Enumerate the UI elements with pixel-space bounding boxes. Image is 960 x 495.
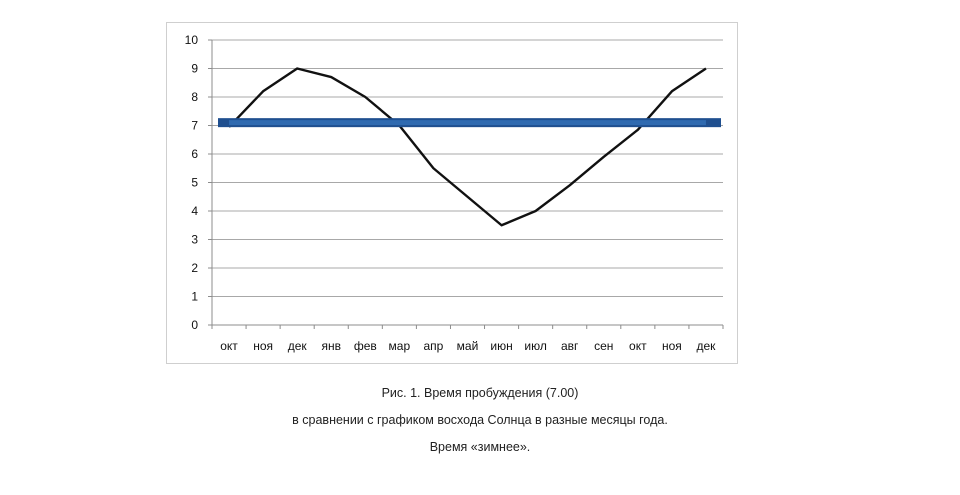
y-tick-label: 2	[191, 261, 198, 275]
x-tick-label: июн	[490, 339, 512, 353]
x-tick-label: ноя	[253, 339, 273, 353]
figure-caption-note: Время «зимнее».	[429, 440, 531, 454]
x-tick-label: апр	[424, 339, 444, 353]
y-tick-label: 7	[191, 119, 198, 133]
y-tick-label: 1	[191, 290, 198, 304]
y-tick-label: 6	[191, 147, 198, 161]
x-tick-label: июл	[524, 339, 546, 353]
y-tick-label: 5	[191, 176, 198, 190]
x-tick-label: янв	[321, 339, 341, 353]
x-tick-label: май	[457, 339, 479, 353]
x-tick-label: сен	[594, 339, 613, 353]
y-tick-label: 9	[191, 62, 198, 76]
y-tick-label: 4	[191, 204, 198, 218]
y-tick-label: 0	[191, 318, 198, 332]
sunrise-line	[228, 67, 707, 227]
x-tick-label: окт	[629, 339, 647, 353]
figure-caption-line: в сравнении с графиком восхода Солнца в …	[292, 413, 668, 427]
chart-frame	[166, 22, 738, 364]
y-tick-label: 8	[191, 90, 198, 104]
x-tick-label: окт	[220, 339, 238, 353]
y-tick-label: 10	[185, 33, 199, 47]
x-tick-label: авг	[561, 339, 579, 353]
x-tick-label: дек	[288, 339, 308, 353]
x-tick-label: ноя	[662, 339, 682, 353]
x-tick-label: фев	[354, 339, 377, 353]
y-tick-label: 3	[191, 233, 198, 247]
x-tick-label: дек	[696, 339, 716, 353]
figure-caption-title: Рис. 1. Время пробуждения (7.00)	[381, 386, 579, 400]
x-tick-label: мар	[389, 339, 411, 353]
